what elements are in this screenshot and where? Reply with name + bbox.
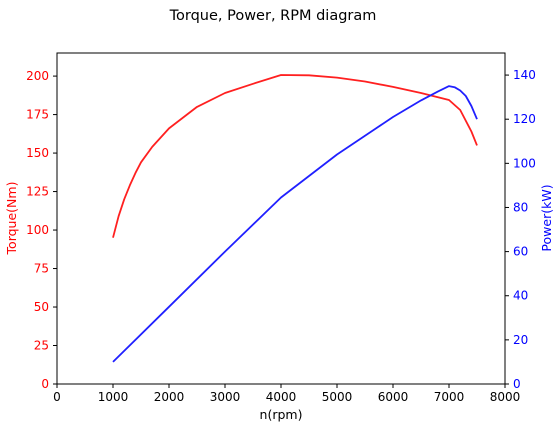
y-right-tick-label: 40 — [513, 289, 528, 303]
y-left-tick-label: 175 — [26, 108, 49, 122]
chart-title: Torque, Power, RPM diagram — [169, 8, 377, 24]
x-tick-label: 8000 — [490, 390, 521, 404]
y-axis-right-label: Power(kW) — [539, 184, 554, 251]
x-tick-label: 5000 — [322, 390, 353, 404]
y-axis-left-label: Torque(Nm) — [4, 182, 19, 256]
y-left-tick-label: 25 — [34, 339, 49, 353]
y-axis-torque: 0 25 50 75 100 125 150 175 200 — [26, 69, 57, 391]
y-left-tick-label: 200 — [26, 69, 49, 83]
y-right-tick-label: 140 — [513, 68, 536, 82]
power-line — [112, 85, 478, 363]
x-tick-label: 3000 — [210, 390, 241, 404]
plot-frame — [56, 52, 506, 385]
y-left-tick-label: 50 — [34, 300, 49, 314]
y-right-tick-label: 100 — [513, 156, 536, 170]
x-axis: 0 1000 2000 3000 4000 5000 6000 7000 8000 — [53, 384, 520, 404]
x-axis-label: n(rpm) — [260, 407, 303, 422]
y-right-tick-label: 80 — [513, 200, 528, 214]
y-left-tick-label: 0 — [41, 377, 49, 391]
series-layer — [112, 74, 478, 363]
torque-line — [112, 74, 478, 238]
x-tick-label: 1000 — [98, 390, 129, 404]
y-left-tick-label: 125 — [26, 185, 49, 199]
x-tick-label: 0 — [53, 390, 61, 404]
y-left-tick-label: 150 — [26, 146, 49, 160]
y-left-tick-label: 100 — [26, 223, 49, 237]
y-left-tick-label: 75 — [34, 262, 49, 276]
y-axis-power: 0 20 40 60 80 100 120 140 — [505, 68, 536, 391]
y-right-tick-label: 20 — [513, 333, 528, 347]
y-right-tick-label: 120 — [513, 112, 536, 126]
x-tick-label: 6000 — [378, 390, 409, 404]
y-right-tick-label: 0 — [513, 377, 521, 391]
y-right-tick-label: 60 — [513, 245, 528, 259]
x-tick-label: 2000 — [154, 390, 185, 404]
x-tick-label: 7000 — [434, 390, 465, 404]
x-tick-label: 4000 — [266, 390, 297, 404]
